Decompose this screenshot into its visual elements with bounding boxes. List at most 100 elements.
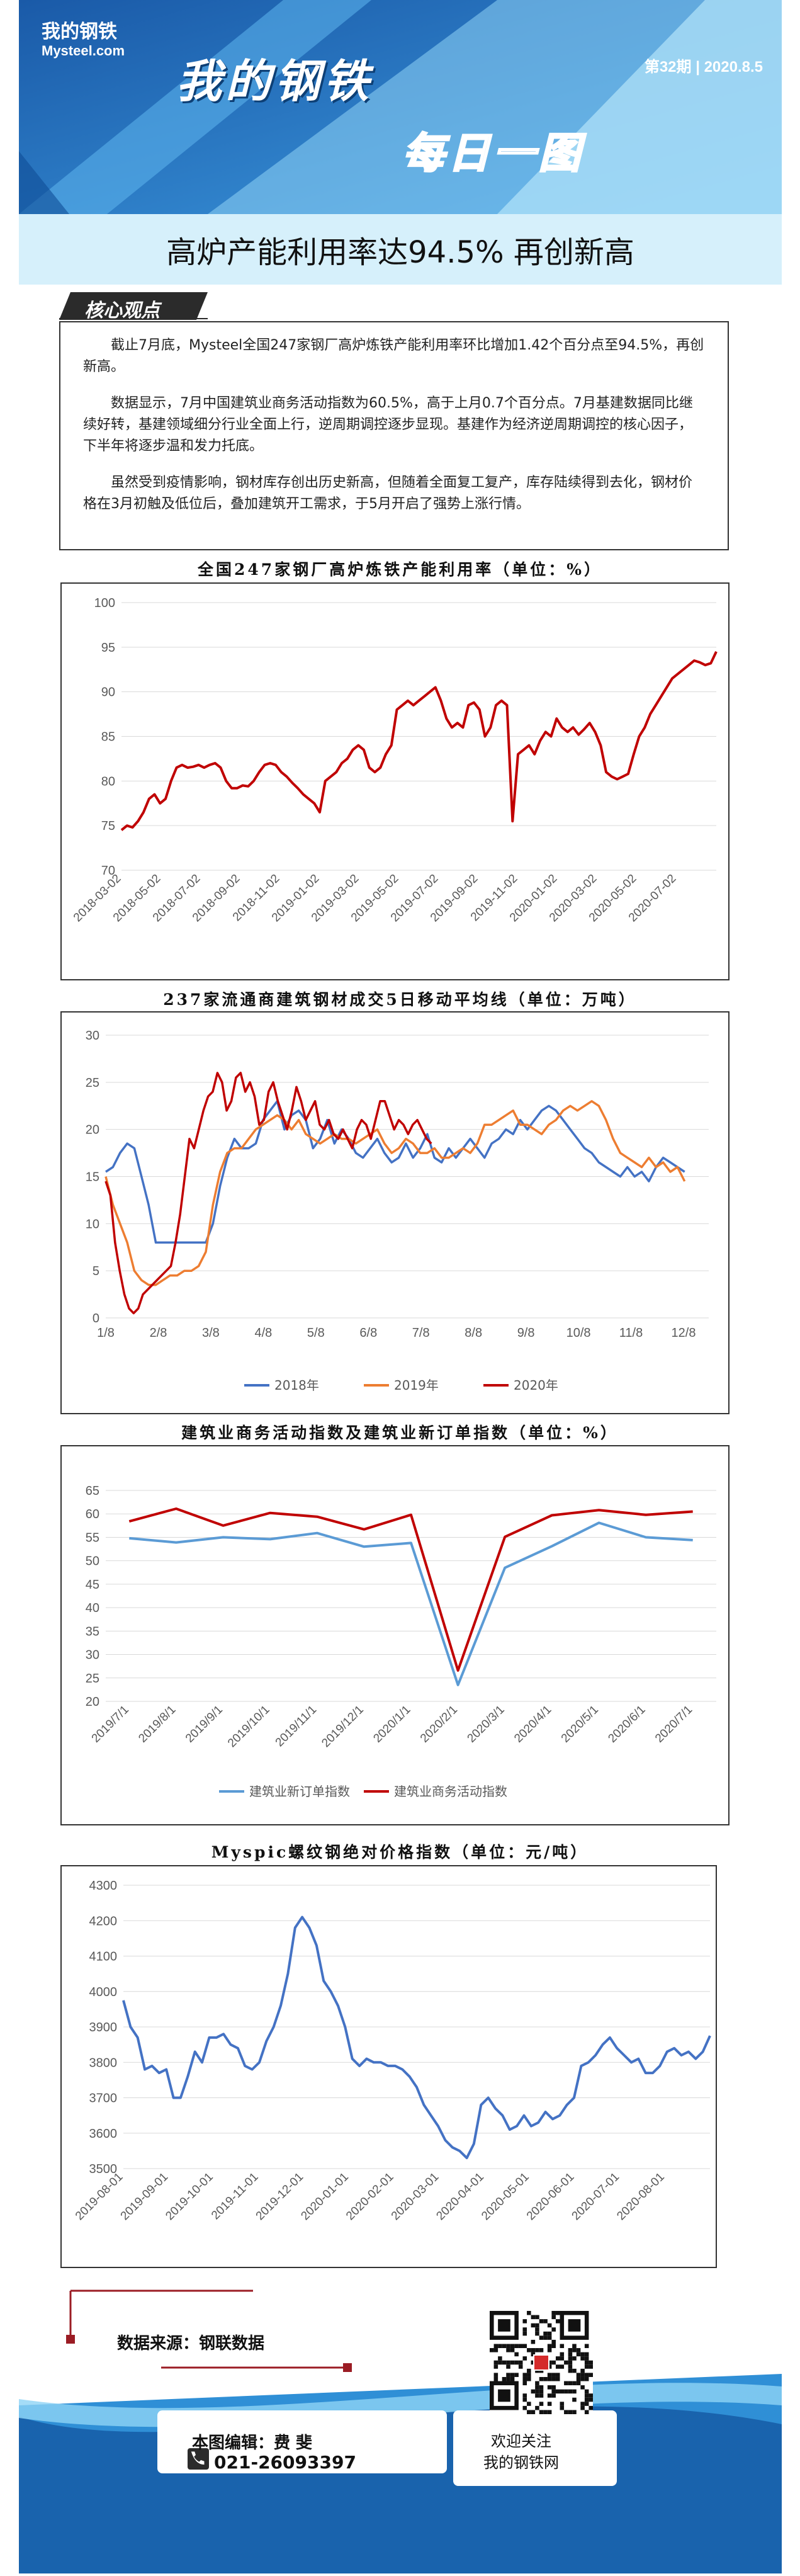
y-tick-label: 4200 — [89, 1914, 118, 1928]
qr-module — [560, 2344, 565, 2349]
qr-module — [576, 2348, 581, 2352]
qr-module — [547, 2373, 552, 2377]
qr-module — [510, 2344, 515, 2349]
qr-module — [547, 2335, 552, 2340]
qr-module — [522, 2373, 527, 2377]
issue-label: 第32期 | 2020.8.5 — [644, 59, 763, 76]
qr-module — [539, 2410, 544, 2414]
qr-module — [547, 2364, 552, 2369]
qr-module — [572, 2381, 577, 2386]
core-paragraph: 截止7月底，Mysteel全国247家钢厂高炉炼铁产能利用率环比增加1.42个百… — [83, 338, 704, 375]
qr-module — [572, 2344, 577, 2349]
x-tick-label: 6/8 — [359, 1326, 377, 1340]
qr-module — [506, 2373, 510, 2377]
qr-module — [502, 2344, 507, 2349]
chart2-title: 237家流通商建筑钢材成交5日移动平均线（单位：万吨） — [163, 990, 637, 1009]
qr-module — [543, 2331, 548, 2336]
qr-module — [589, 2393, 593, 2398]
qr-module — [572, 2397, 577, 2402]
qr-module — [551, 2393, 556, 2398]
qr-module — [589, 2364, 593, 2369]
qr-module — [493, 2364, 499, 2369]
qr-module — [560, 2402, 565, 2406]
qr-module — [589, 2373, 593, 2377]
qr-module — [535, 2405, 539, 2410]
x-tick-label: 7/8 — [412, 1326, 430, 1340]
qr-module — [560, 2356, 565, 2361]
chart1-title: 全国247家钢厂高炉炼铁产能利用率（单位：%） — [198, 560, 602, 579]
qr-module — [584, 2344, 589, 2349]
qr-module — [568, 2410, 573, 2414]
qr-module — [522, 2319, 527, 2324]
qr-module — [584, 2352, 589, 2357]
daily-title: 每日一图 — [402, 128, 584, 179]
x-tick-label: 2/8 — [150, 1326, 167, 1340]
y-tick-label: 80 — [101, 775, 115, 788]
series-line-建筑业新订单指数 — [129, 1521, 693, 1686]
qr-module — [518, 2364, 523, 2369]
qr-module — [547, 2393, 552, 2398]
qr-module — [580, 2402, 585, 2406]
chart3-title: 建筑业商务活动指数及建筑业新订单指数（单位：%） — [181, 1424, 619, 1442]
qr-module — [560, 2352, 565, 2357]
qr-module — [514, 2373, 519, 2377]
qr-module — [547, 2323, 552, 2328]
qr-module — [576, 2373, 581, 2377]
footer-decoration — [19, 2289, 782, 2573]
x-tick-label: 2019/11/1 — [273, 1703, 320, 1750]
follow-text: 欢迎关注 我的钢铁网 — [471, 2431, 572, 2473]
qr-module — [584, 2364, 589, 2369]
x-tick-label: 2019/8/1 — [136, 1703, 178, 1745]
qr-module — [555, 2364, 560, 2369]
qr-module — [589, 2405, 593, 2410]
qr-module — [580, 2385, 585, 2390]
qr-module — [547, 2385, 552, 2390]
qr-module — [568, 2368, 573, 2373]
qr-module — [555, 2319, 560, 2324]
qr-module — [522, 2397, 527, 2402]
qr-module — [555, 2311, 560, 2315]
headline-bar: 高炉产能利用率达94.5% 再创新高 — [19, 214, 782, 285]
qr-module — [539, 2402, 544, 2406]
y-tick-label: 70 — [101, 864, 115, 878]
qr-module — [522, 2376, 527, 2381]
qr-module — [518, 2344, 523, 2349]
series-line-高炉产能利用率 — [120, 651, 718, 831]
qr-module — [535, 2315, 539, 2320]
qr-module — [568, 2348, 573, 2352]
qr-module — [535, 2393, 539, 2398]
qr-module — [547, 2410, 552, 2414]
qr-module — [580, 2373, 585, 2377]
y-tick-label: 35 — [86, 1625, 99, 1638]
qr-module — [490, 2348, 494, 2352]
x-tick-label: 2020/2/1 — [418, 1703, 460, 1745]
x-tick-label: 2019-08-01 — [73, 2170, 126, 2223]
qr-code-icon — [490, 2311, 593, 2414]
y-tick-label: 85 — [101, 730, 115, 744]
qr-module — [527, 2376, 531, 2381]
footer — [0, 2279, 800, 2573]
y-tick-label: 45 — [86, 1578, 99, 1592]
headline: 高炉产能利用率达94.5% 再创新高 — [166, 235, 634, 270]
y-tick-label: 5 — [93, 1264, 99, 1278]
qr-module — [522, 2356, 527, 2361]
qr-module — [522, 2381, 527, 2386]
qr-module — [576, 2376, 581, 2381]
legend-label: 建筑业商务活动指数 — [394, 1784, 507, 1799]
x-tick-label: 2020/7/1 — [653, 1703, 695, 1745]
qr-module — [493, 2348, 499, 2352]
qr-module — [527, 2348, 531, 2352]
chart1-svg: 7075808590951002018-03-022018-05-022018-… — [71, 596, 718, 924]
qr-module — [543, 2319, 548, 2324]
x-tick-label: 2020/3/1 — [465, 1703, 507, 1745]
qr-module — [514, 2352, 519, 2357]
qr-module — [531, 2389, 536, 2394]
qr-module — [506, 2348, 510, 2352]
qr-module — [551, 2389, 556, 2394]
x-tick-label: 2019/10/1 — [225, 1703, 273, 1750]
qr-module — [535, 2385, 539, 2390]
qr-module — [510, 2360, 515, 2365]
x-tick-label: 2020-05-01 — [479, 2170, 532, 2223]
qr-module — [564, 2381, 568, 2386]
qr-module — [568, 2352, 573, 2357]
